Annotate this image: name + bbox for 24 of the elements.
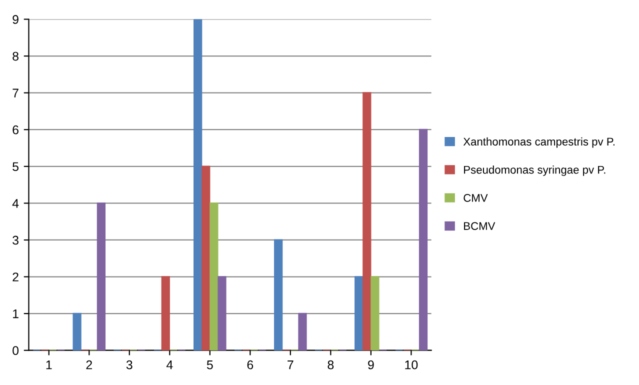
y-tick-label: 1 — [13, 309, 18, 318]
x-tick-label: 4 — [166, 360, 173, 370]
x-tick-label: 2 — [86, 360, 92, 370]
legend-label: BCMV — [464, 222, 496, 230]
y-tick-label: 7 — [12, 88, 18, 98]
x-tick-label: 9 — [368, 360, 374, 370]
y-tick-label: 4 — [12, 199, 19, 208]
y-tick-label: 8 — [12, 52, 18, 61]
y-tick-label: 9 — [12, 15, 18, 24]
y-tick-label: 5 — [12, 162, 19, 172]
x-tick-label: 6 — [247, 360, 254, 370]
legend-label: CMV — [464, 194, 488, 202]
legend-label: Xanthomonas campestris pv P. — [463, 137, 614, 148]
y-tick-label: 6 — [12, 125, 18, 134]
x-tick-label: 3 — [126, 360, 132, 370]
y-tick-label: 2 — [12, 272, 18, 282]
x-tick-label: 7 — [288, 360, 294, 370]
y-tick-label: 0 — [12, 346, 19, 355]
x-tick-label: 10 — [405, 360, 418, 370]
x-tick-label: 5 — [206, 360, 213, 370]
x-tick-label: 8 — [328, 360, 334, 370]
legend-label: Pseudomonas syringae pv P. — [464, 166, 606, 176]
y-tick-label: 3 — [12, 236, 18, 245]
x-tick-label: 1 — [46, 360, 52, 370]
